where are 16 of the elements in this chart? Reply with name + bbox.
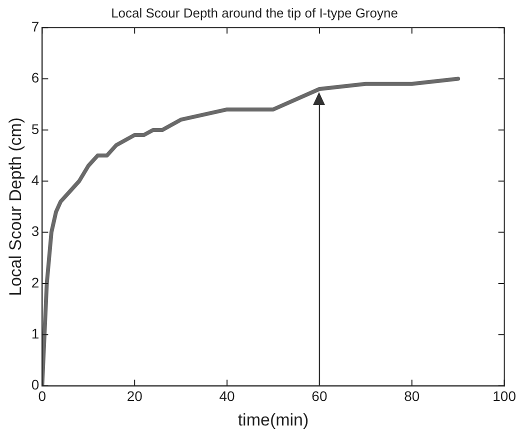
- y-tick-label: 5: [31, 120, 40, 137]
- y-tick-label: 6: [31, 70, 40, 86]
- y-tick-label: 0: [31, 376, 40, 393]
- y-axis-title: Local Scour Depth (cm): [6, 117, 25, 296]
- y-tick-label: 4: [31, 172, 40, 188]
- x-tick-label: 40: [219, 388, 236, 404]
- x-tick-label: 80: [404, 388, 420, 404]
- x-tick-label: 100: [492, 388, 516, 404]
- y-tick-label: 3: [31, 223, 40, 240]
- x-tick-label: 60: [312, 388, 328, 404]
- y-tick-label: 1: [31, 325, 40, 342]
- x-tick-label: 20: [126, 388, 143, 404]
- x-axis-title: time(min): [238, 410, 309, 430]
- y-tick-label: 2: [31, 274, 40, 290]
- chart-title: Local Scour Depth around the tip of I-type Groyne: [111, 5, 398, 20]
- y-tick-label: 7: [31, 18, 40, 34]
